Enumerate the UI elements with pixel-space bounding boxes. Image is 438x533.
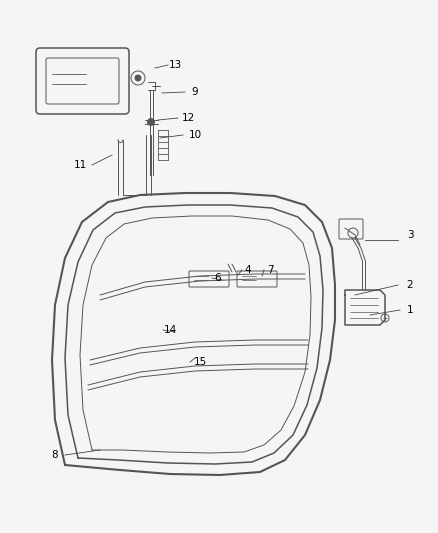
Text: 4: 4 [245, 265, 251, 275]
Text: 11: 11 [74, 160, 87, 170]
Text: 2: 2 [407, 280, 413, 290]
Text: 7: 7 [267, 265, 273, 275]
Text: 13: 13 [168, 60, 182, 70]
Text: 12: 12 [181, 113, 194, 123]
Text: 8: 8 [52, 450, 58, 460]
Text: 15: 15 [193, 357, 207, 367]
Circle shape [148, 118, 155, 125]
Text: 10: 10 [188, 130, 201, 140]
Text: 1: 1 [407, 305, 413, 315]
Text: 9: 9 [192, 87, 198, 97]
Text: 14: 14 [163, 325, 177, 335]
Circle shape [135, 75, 141, 81]
Text: 3: 3 [407, 230, 413, 240]
Text: 6: 6 [215, 273, 221, 283]
